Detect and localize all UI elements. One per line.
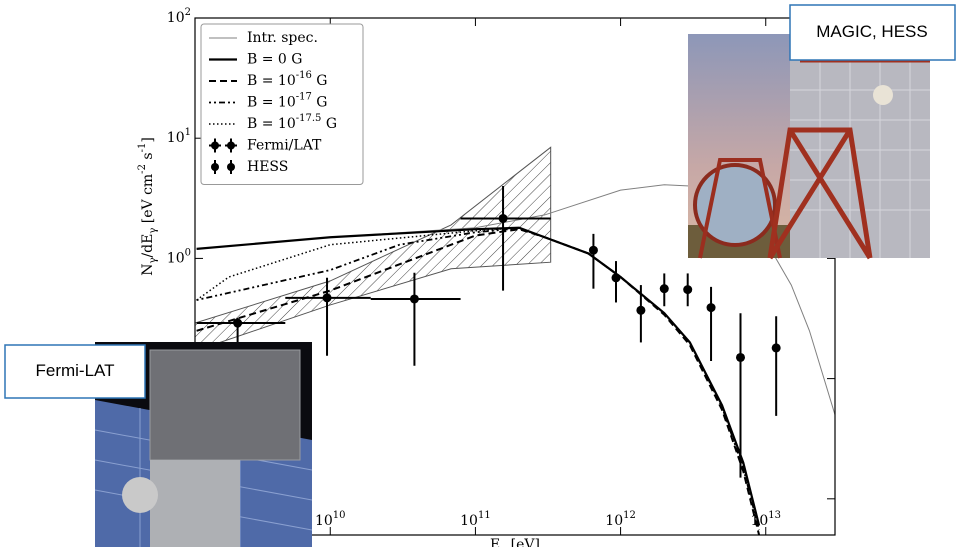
data-point bbox=[659, 284, 669, 294]
y-axis-label: Nγ/dEγ [eV cm-2 s-1] bbox=[137, 137, 159, 276]
data-point bbox=[322, 293, 332, 303]
data-point bbox=[233, 318, 243, 328]
data-point bbox=[636, 305, 646, 315]
data-point bbox=[409, 294, 419, 304]
curve bbox=[196, 227, 760, 531]
data-point bbox=[588, 245, 598, 255]
plot: 10-210-11001011021010101110121013Eγ [eV]… bbox=[137, 7, 836, 551]
data-point bbox=[683, 285, 693, 295]
x-axis-label: Eγ [eV] bbox=[490, 537, 540, 547]
legend-label: B = 10-17 G bbox=[247, 92, 327, 111]
axes-frame bbox=[194, 17, 836, 536]
y-tick-label: 100 bbox=[167, 247, 191, 266]
fermi-band bbox=[195, 146, 552, 352]
data-point bbox=[735, 352, 745, 362]
callout: Fermi-LAT bbox=[35, 361, 114, 380]
y-tick-label: 102 bbox=[167, 7, 191, 26]
data-point bbox=[611, 273, 621, 283]
curve bbox=[196, 228, 761, 535]
legend-swatch bbox=[227, 163, 235, 171]
legend-swatch bbox=[227, 141, 235, 150]
data-point bbox=[771, 343, 781, 353]
callout: MAGIC, HESS bbox=[816, 22, 927, 41]
legend-box bbox=[200, 23, 364, 185]
legend: Intr. spec. B = 0 G B = 10-16 G B = 10-17 G… bbox=[200, 23, 364, 185]
legend-label: Fermi/LAT bbox=[247, 138, 322, 154]
legend-label: B = 0 G bbox=[247, 52, 302, 68]
data-point bbox=[706, 303, 716, 313]
legend-label: HESS bbox=[247, 159, 288, 175]
legend-label: B = 10-16 G bbox=[247, 70, 327, 89]
x-tick-label: 1012 bbox=[605, 510, 636, 529]
data-point bbox=[498, 213, 508, 223]
satellite-photo bbox=[94, 342, 313, 547]
legend-swatch bbox=[211, 163, 219, 171]
telescope-photo bbox=[688, 34, 930, 260]
x-tick-label: 1010 bbox=[315, 510, 346, 529]
callout-box bbox=[789, 4, 956, 61]
x-tick-label: 1013 bbox=[750, 510, 781, 529]
legend-label: B = 10-17.5 G bbox=[247, 113, 337, 132]
legend-label: Intr. spec. bbox=[247, 30, 318, 46]
curve bbox=[196, 184, 835, 415]
x-tick-label: 1011 bbox=[460, 510, 491, 529]
callout-box bbox=[4, 344, 146, 399]
y-tick-label: 101 bbox=[167, 127, 191, 146]
legend-swatch bbox=[211, 141, 219, 150]
